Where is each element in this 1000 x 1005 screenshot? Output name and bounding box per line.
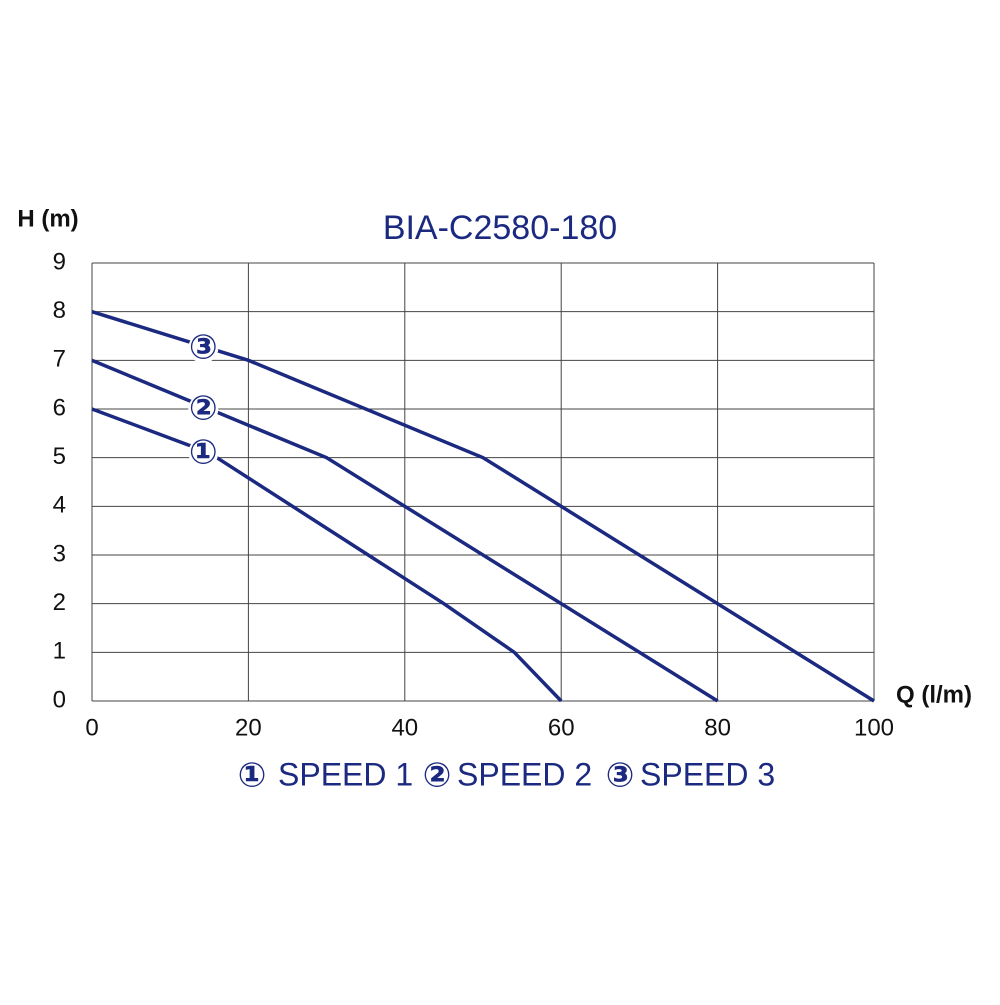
legend-label: SPEED 3 — [640, 756, 775, 792]
legend-label: SPEED 2 — [457, 756, 592, 792]
y-tick-label: 5 — [53, 443, 66, 470]
x-tick-label: 40 — [391, 714, 418, 741]
y-tick-label: 6 — [53, 394, 66, 421]
line — [91, 358, 719, 703]
chart-title: BIA-C2580-180 — [383, 209, 617, 247]
y-tick-label: 4 — [53, 492, 66, 519]
x-tick-label: 100 — [854, 714, 894, 741]
y-tick-label: 8 — [53, 297, 66, 324]
legend-label: SPEED 1 — [278, 756, 413, 792]
curve-label: ③ — [189, 328, 218, 368]
x-tick-label: 20 — [235, 714, 262, 741]
legend-marker: ② — [423, 756, 452, 796]
curve-label-bg — [188, 437, 219, 468]
curve-label-bg — [188, 394, 219, 424]
curve-label: ② — [189, 389, 218, 429]
curve-label-bg — [188, 333, 219, 364]
line — [91, 309, 875, 703]
x-tick-label: 80 — [704, 714, 731, 741]
legend-marker: ① — [238, 756, 267, 796]
x-tick-label: 0 — [85, 714, 98, 741]
y-tick-label: 7 — [53, 346, 66, 373]
y-tick-label: 2 — [53, 589, 66, 616]
y-axis-label: H (m) — [17, 205, 78, 232]
y-tick-label: 3 — [53, 540, 66, 567]
y-tick-label: 9 — [53, 248, 66, 275]
x-tick-label: 60 — [548, 714, 575, 741]
legend-marker: ③ — [606, 756, 635, 796]
x-axis-label: Q (l/m) — [896, 681, 972, 708]
y-tick-label: 0 — [53, 686, 66, 713]
line — [91, 407, 563, 703]
y-tick-label: 1 — [53, 638, 66, 665]
curve-label: ① — [189, 432, 218, 472]
